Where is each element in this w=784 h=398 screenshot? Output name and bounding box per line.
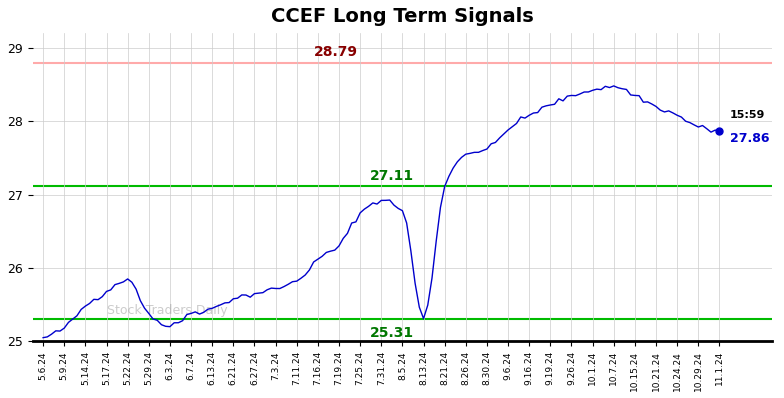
Text: 25.31: 25.31 [370, 326, 414, 340]
Text: Stock Traders Daily: Stock Traders Daily [107, 304, 227, 317]
Text: 27.11: 27.11 [370, 169, 414, 183]
Text: 15:59: 15:59 [730, 110, 765, 120]
Text: 28.79: 28.79 [314, 45, 358, 59]
Title: CCEF Long Term Signals: CCEF Long Term Signals [271, 7, 534, 26]
Text: 27.86: 27.86 [730, 132, 770, 145]
